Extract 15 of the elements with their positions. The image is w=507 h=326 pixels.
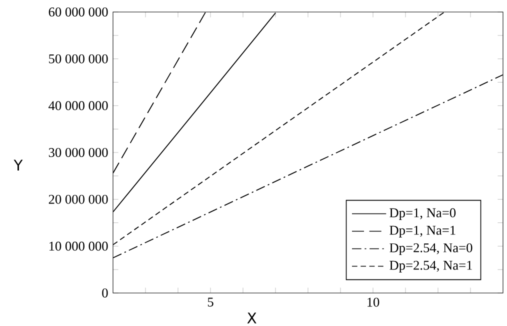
legend-label: Dp=2.54, Na=0 — [390, 243, 472, 256]
y-tick-label: 60 000 000 — [48, 8, 108, 16]
x-tick-label: 5 — [208, 298, 214, 307]
y-tick-label: 20 000 000 — [48, 194, 108, 204]
y-tick-label: 0 — [102, 288, 108, 298]
y-tick-label: 50 000 000 — [49, 54, 108, 64]
legend-label: Dp=1, Na=1 — [390, 226, 456, 238]
y-axis-title: Y — [14, 160, 23, 170]
y-tick-label: 30 000 000 — [48, 148, 108, 157]
legend-label: Dp=1, Na=0 — [390, 208, 456, 220]
x-axis-title: X — [247, 312, 256, 324]
y-tick-label: 10 000 000 — [49, 242, 108, 251]
x-tick-label: 10 — [368, 298, 380, 307]
y-tick-label: 40 000 000 — [48, 101, 108, 110]
legend-label: Dp=2.54, Na=1 — [390, 260, 472, 273]
